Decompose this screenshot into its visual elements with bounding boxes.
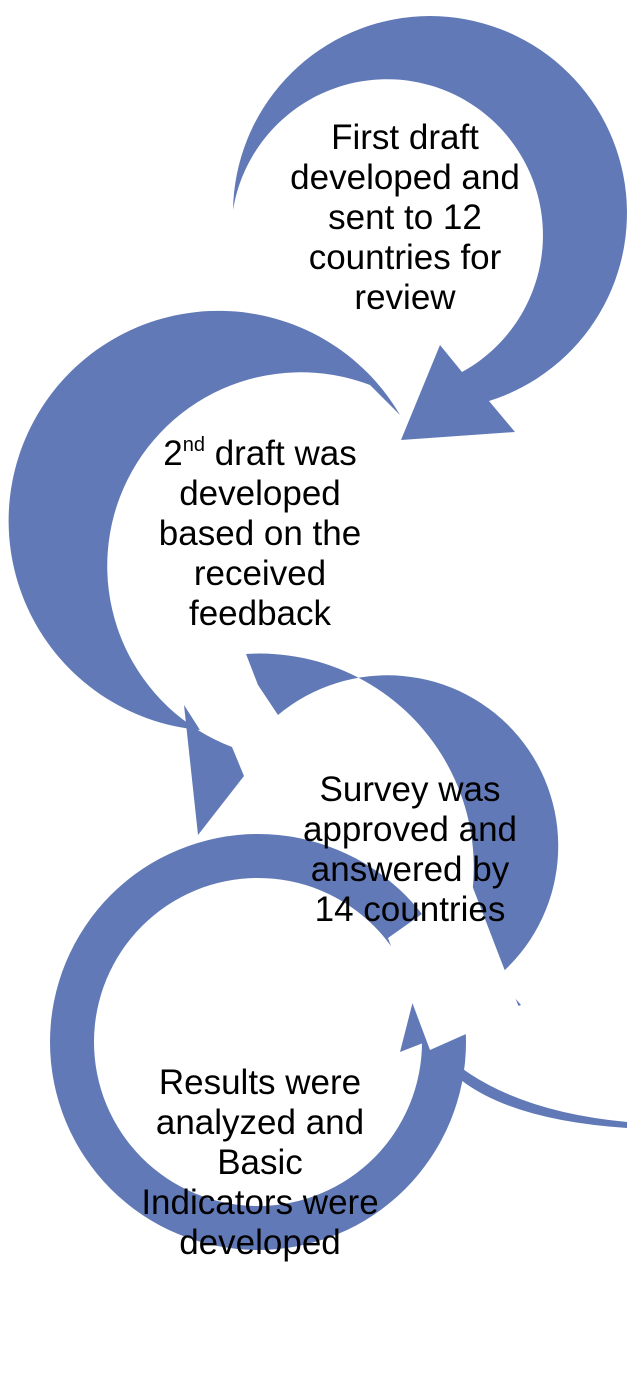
step3-line: Survey was <box>319 770 501 809</box>
step1-line: First draft <box>331 118 479 157</box>
step4-line: Basic <box>217 1142 303 1182</box>
step3-arrow-tail <box>436 1048 627 1128</box>
step4-line: Indicators were <box>141 1182 379 1222</box>
step1-circular-arrow <box>180 16 627 441</box>
step2-line: 2nd draft was <box>120 434 400 474</box>
step1-line: sent to 12 <box>328 197 482 237</box>
step3-line: answered by <box>310 849 510 889</box>
step2-line: feedback <box>188 593 332 633</box>
step1-line: developed and <box>290 157 520 197</box>
step3-label: Survey was approved and answered by 14 c… <box>270 770 550 930</box>
step4-line: Results were <box>158 1063 362 1102</box>
step4-line: analyzed and <box>155 1102 365 1142</box>
step4-line: developed <box>179 1222 341 1262</box>
step2-line: developed <box>179 473 341 513</box>
step2-ordinal: 2 <box>163 434 183 473</box>
step2-circular-arrow <box>8 310 400 835</box>
step3-line: approved and <box>302 809 518 849</box>
step4-ring-gap <box>388 880 520 1050</box>
step1-line: review <box>354 277 456 317</box>
step2-line: based on the <box>158 513 362 553</box>
step2-ordinal-suffix: nd <box>182 434 205 456</box>
step1-label: First draft developed and sent to 12 cou… <box>270 118 540 317</box>
step2-line: received <box>193 553 327 593</box>
step3-line: 14 countries <box>314 889 506 929</box>
step1-line: countries for <box>308 237 502 277</box>
step2-label: 2nd draft was developed based on the rec… <box>120 434 400 633</box>
step2-first-rest: draft was <box>204 434 357 473</box>
step4-label: Results were analyzed and Basic Indicato… <box>110 1063 410 1262</box>
